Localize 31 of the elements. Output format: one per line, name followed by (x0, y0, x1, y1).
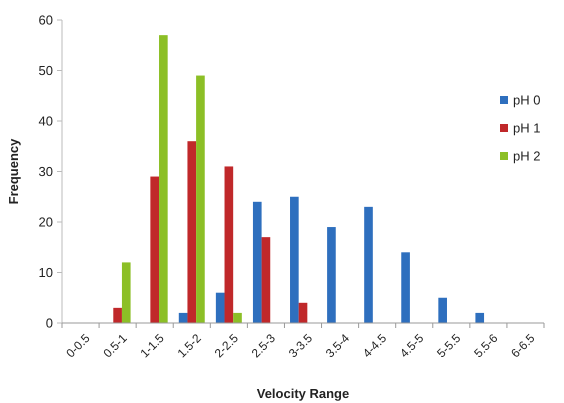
bar (290, 196, 299, 323)
y-tick-label: 40 (38, 114, 53, 129)
bar (216, 292, 225, 323)
bar (196, 76, 205, 323)
legend-label: pH 1 (513, 120, 540, 136)
y-tick-label: 10 (38, 265, 53, 280)
bar (178, 312, 188, 323)
bar (113, 308, 122, 323)
bar (252, 202, 262, 323)
y-tick-label: 60 (38, 12, 53, 28)
y-tick-label: 30 (38, 164, 53, 180)
bar (187, 141, 196, 323)
y-tick-label: 0 (46, 316, 53, 331)
legend-label: pH 2 (513, 148, 540, 164)
bar (475, 312, 484, 323)
bar (233, 312, 242, 323)
bar (122, 262, 131, 323)
legend-label: pH 0 (513, 92, 540, 108)
bar (150, 176, 160, 323)
bar (298, 302, 308, 323)
bar (327, 227, 336, 323)
y-axis-title: Frequency (6, 138, 21, 204)
bar (401, 252, 410, 323)
y-tick-label: 20 (38, 214, 53, 230)
bar (224, 166, 234, 323)
y-tick-label: 50 (38, 63, 53, 78)
bar (262, 237, 270, 323)
x-axis-title: Velocity Range (256, 386, 350, 401)
bar (159, 35, 168, 323)
bar (364, 206, 373, 323)
bar (438, 298, 447, 323)
